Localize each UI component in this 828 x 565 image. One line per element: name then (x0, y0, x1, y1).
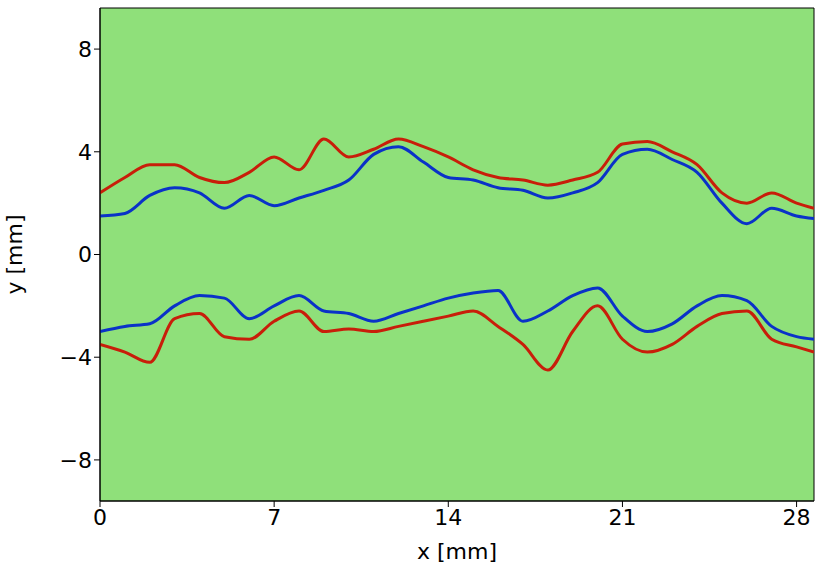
svg-text:8: 8 (78, 37, 92, 62)
svg-text:28: 28 (783, 505, 811, 530)
svg-text:0: 0 (93, 505, 107, 530)
svg-text:14: 14 (434, 505, 462, 530)
svg-text:−4: −4 (60, 345, 92, 370)
svg-text:−8: −8 (60, 448, 92, 473)
svg-text:4: 4 (78, 140, 92, 165)
svg-text:21: 21 (608, 505, 636, 530)
svg-text:y [mm]: y [mm] (2, 214, 27, 294)
svg-text:x [mm]: x [mm] (417, 539, 497, 564)
svg-text:0: 0 (78, 242, 92, 267)
svg-text:7: 7 (267, 505, 281, 530)
